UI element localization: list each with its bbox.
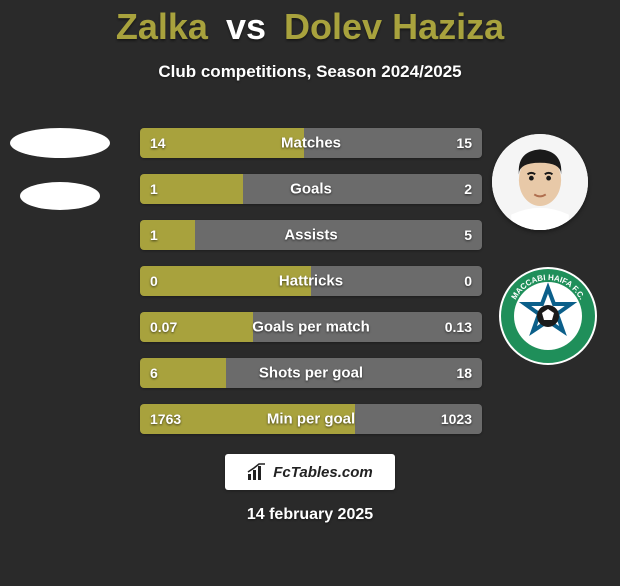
watermark-text: FcTables.com bbox=[273, 464, 372, 481]
stat-row: Min per goal 1763 1023 bbox=[140, 404, 482, 434]
chart-icon bbox=[247, 463, 267, 481]
player2-crest: MACCABI HAIFA F.C. bbox=[498, 266, 598, 366]
player2-name: Dolev Haziza bbox=[284, 6, 504, 47]
player1-name: Zalka bbox=[116, 6, 208, 47]
stat-value-right: 0.13 bbox=[445, 319, 472, 335]
stat-value-left: 1 bbox=[150, 227, 158, 243]
stat-value-right: 2 bbox=[464, 181, 472, 197]
stat-value-right: 15 bbox=[456, 135, 472, 151]
stat-label: Goals bbox=[290, 181, 332, 198]
stat-label: Goals per match bbox=[252, 319, 370, 336]
stat-label: Min per goal bbox=[267, 411, 355, 428]
avatar-eye-right bbox=[546, 176, 551, 181]
stat-row: Assists 1 5 bbox=[140, 220, 482, 250]
stat-label: Matches bbox=[281, 135, 341, 152]
player1-avatar-placeholder bbox=[10, 128, 110, 158]
footer-date: 14 february 2025 bbox=[247, 506, 373, 524]
stat-row: Hattricks 0 0 bbox=[140, 266, 482, 296]
stat-value-right: 1023 bbox=[441, 411, 472, 427]
stat-value-left: 0.07 bbox=[150, 319, 177, 335]
avatar-shirt bbox=[511, 208, 569, 230]
stat-value-left: 14 bbox=[150, 135, 166, 151]
stat-value-right: 18 bbox=[456, 365, 472, 381]
stat-label: Shots per goal bbox=[259, 365, 363, 382]
stat-bar-right bbox=[243, 174, 482, 204]
stat-row: Goals 1 2 bbox=[140, 174, 482, 204]
page-title: Zalka vs Dolev Haziza bbox=[0, 6, 620, 48]
stat-label: Assists bbox=[284, 227, 337, 244]
stat-row: Goals per match 0.07 0.13 bbox=[140, 312, 482, 342]
stat-value-right: 0 bbox=[464, 273, 472, 289]
subtitle: Club competitions, Season 2024/2025 bbox=[0, 62, 620, 82]
stat-row: Shots per goal 6 18 bbox=[140, 358, 482, 388]
stat-bar-right bbox=[195, 220, 482, 250]
stat-value-left: 1763 bbox=[150, 411, 181, 427]
stat-value-right: 5 bbox=[464, 227, 472, 243]
vs-label: vs bbox=[226, 6, 266, 47]
stat-bar-left bbox=[140, 220, 195, 250]
stat-value-left: 6 bbox=[150, 365, 158, 381]
stat-value-left: 0 bbox=[150, 273, 158, 289]
stat-label: Hattricks bbox=[279, 273, 343, 290]
watermark: FcTables.com bbox=[225, 454, 395, 490]
stat-value-left: 1 bbox=[150, 181, 158, 197]
player1-crest-placeholder bbox=[20, 182, 100, 210]
stats-container: Matches1415Goals12Assists15Hattricks00Go… bbox=[140, 128, 482, 450]
stat-row: Matches 14 15 bbox=[140, 128, 482, 158]
player2-avatar bbox=[492, 134, 588, 230]
avatar-eye-left bbox=[529, 176, 534, 181]
